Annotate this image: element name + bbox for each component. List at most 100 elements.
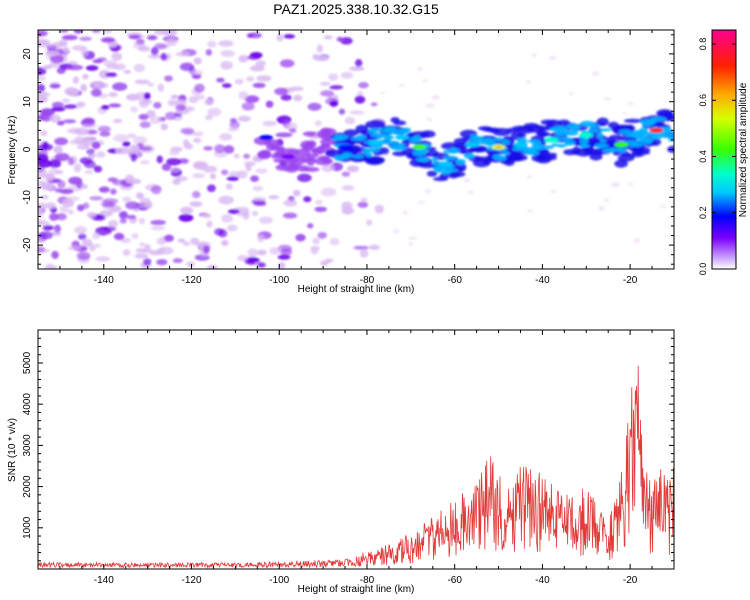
noise-blob (241, 102, 255, 111)
noise-blob (256, 75, 272, 82)
noise-blob-faint (526, 79, 531, 84)
noise-blob (49, 114, 61, 123)
signal-blob (301, 157, 316, 162)
signal-blob-cyan (493, 137, 505, 141)
noise-blob (86, 211, 97, 219)
snr-series-line (38, 365, 674, 569)
spectrogram-y-axis: 20 10 0 -10 -20 (22, 34, 674, 265)
noise-blob (135, 192, 144, 199)
noise-blob (139, 242, 146, 247)
noise-blob (324, 258, 334, 263)
noise-blob (189, 69, 204, 76)
noise-blob-faint (421, 79, 428, 83)
noise-blob-faint (531, 52, 537, 58)
signal-blob (617, 154, 635, 162)
signal-blob (651, 123, 667, 128)
noise-blob (108, 103, 122, 108)
noise-blob (222, 83, 232, 88)
signal-peak (281, 154, 296, 160)
noise-blob (182, 241, 191, 246)
spectrogram-noise-field (38, 30, 667, 269)
noise-blob (237, 255, 248, 262)
signal-blob-cyan (470, 134, 479, 140)
noise-blob (191, 191, 201, 199)
signal-blob (457, 163, 467, 172)
noise-blob (166, 158, 182, 166)
noise-blob (81, 238, 93, 247)
signal-blob-cyan (368, 128, 377, 134)
noise-blob (368, 244, 381, 250)
noise-blob (336, 36, 344, 42)
noise-blob (67, 245, 82, 251)
snr-panel: -140 -120 -100 -80 -60 -40 -20 1000 2000 3000 400… (7, 329, 675, 595)
noise-blob-faint (416, 200, 427, 204)
noise-blob-faint (569, 91, 574, 96)
noise-blob (238, 90, 249, 100)
noise-blob (38, 173, 47, 178)
noise-blob (257, 234, 265, 243)
noise-blob (126, 93, 139, 101)
noise-blob (338, 108, 346, 115)
signal-blob (535, 125, 553, 131)
noise-blob-faint (603, 198, 610, 202)
noise-blob (74, 136, 84, 145)
noise-blob (248, 32, 262, 39)
noise-blob (62, 46, 70, 54)
noise-blob (108, 220, 119, 228)
noise-blob (103, 60, 117, 67)
noise-blob (122, 249, 131, 257)
noise-blob (237, 170, 248, 179)
signal-blob-cyan (631, 132, 639, 136)
noise-blob (316, 44, 324, 53)
noise-blob (51, 250, 59, 259)
noise-blob (91, 141, 101, 150)
noise-blob (165, 37, 178, 47)
noise-blob-faint (463, 177, 471, 183)
noise-blob (179, 62, 195, 71)
noise-blob (38, 153, 49, 163)
noise-blob (247, 248, 258, 258)
noise-blob (134, 253, 149, 259)
noise-blob (150, 225, 166, 231)
signal-blob (270, 145, 285, 151)
noise-blob (119, 217, 127, 224)
noise-blob (74, 226, 87, 234)
signal-blob-cyan (484, 140, 496, 146)
noise-blob (51, 106, 66, 112)
noise-blob (57, 180, 66, 189)
noise-blob (38, 166, 45, 173)
noise-blob (82, 202, 90, 209)
noise-blob (292, 189, 301, 197)
noise-blob (38, 30, 48, 37)
noise-blob (100, 105, 110, 110)
noise-blob (77, 204, 85, 212)
noise-blob (140, 160, 150, 165)
signal-blob-cyan (408, 137, 422, 143)
noise-blob (139, 100, 149, 108)
noise-blob (170, 94, 179, 100)
signal-blob-cyan (431, 157, 439, 163)
noise-blob (205, 49, 213, 56)
noise-blob (348, 66, 365, 71)
signal-blob (608, 134, 623, 141)
noise-blob (175, 175, 188, 182)
noise-blob (42, 225, 54, 231)
noise-blob (110, 188, 117, 195)
noise-blob (289, 128, 297, 133)
noise-blob (53, 224, 62, 233)
signal-peak-core (653, 128, 660, 132)
noise-blob (80, 83, 88, 92)
noise-blob (244, 95, 260, 103)
noise-blob (214, 228, 224, 236)
noise-blob (153, 102, 162, 109)
noise-blob (249, 65, 265, 72)
noise-blob (252, 185, 264, 192)
noise-blob (53, 145, 63, 154)
spectrogram-y-label: Frequency (Hz) (7, 116, 18, 185)
signal-blob-cyan (588, 128, 600, 133)
noise-blob (250, 175, 259, 182)
y-tick-label: -10 (22, 190, 33, 205)
signal-blob-cyan (415, 148, 430, 154)
noise-blob (44, 50, 60, 57)
snr-x-axis: -140 -120 -100 -80 -60 -40 -20 (59, 330, 675, 586)
